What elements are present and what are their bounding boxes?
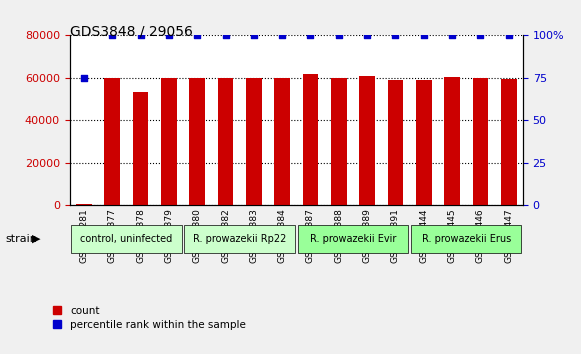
Point bbox=[136, 33, 145, 38]
Text: R. prowazekii Evir: R. prowazekii Evir bbox=[310, 234, 396, 244]
Bar bbox=[331, 78, 347, 205]
Text: strain: strain bbox=[6, 234, 38, 244]
Point bbox=[391, 33, 400, 38]
Bar bbox=[189, 78, 205, 205]
Text: R. prowazekii Rp22: R. prowazekii Rp22 bbox=[193, 234, 286, 244]
Point bbox=[164, 33, 174, 38]
Bar bbox=[472, 78, 488, 205]
Bar bbox=[444, 77, 460, 205]
FancyBboxPatch shape bbox=[71, 225, 182, 253]
Bar bbox=[246, 78, 261, 205]
Point bbox=[306, 33, 315, 38]
Point bbox=[249, 33, 259, 38]
Point bbox=[447, 33, 457, 38]
Bar bbox=[388, 80, 403, 205]
Bar bbox=[303, 74, 318, 205]
Bar bbox=[501, 79, 517, 205]
Point bbox=[504, 33, 514, 38]
Point bbox=[278, 33, 287, 38]
Bar bbox=[161, 78, 177, 205]
Text: GDS3848 / 29056: GDS3848 / 29056 bbox=[70, 25, 192, 39]
Bar bbox=[105, 78, 120, 205]
Text: R. prowazekii Erus: R. prowazekii Erus bbox=[422, 234, 511, 244]
Bar bbox=[218, 78, 234, 205]
Bar bbox=[132, 92, 148, 205]
Bar bbox=[359, 76, 375, 205]
Point bbox=[334, 33, 343, 38]
FancyBboxPatch shape bbox=[411, 225, 522, 253]
Point bbox=[476, 33, 485, 38]
Point bbox=[363, 33, 372, 38]
Point bbox=[221, 33, 230, 38]
Bar bbox=[416, 80, 432, 205]
Point bbox=[107, 33, 117, 38]
FancyBboxPatch shape bbox=[297, 225, 408, 253]
Point bbox=[192, 33, 202, 38]
Text: ▶: ▶ bbox=[32, 234, 41, 244]
Point bbox=[79, 75, 88, 81]
Text: control, uninfected: control, uninfected bbox=[80, 234, 173, 244]
Point bbox=[419, 33, 428, 38]
Legend: count, percentile rank within the sample: count, percentile rank within the sample bbox=[52, 306, 246, 330]
FancyBboxPatch shape bbox=[184, 225, 295, 253]
Bar bbox=[274, 78, 290, 205]
